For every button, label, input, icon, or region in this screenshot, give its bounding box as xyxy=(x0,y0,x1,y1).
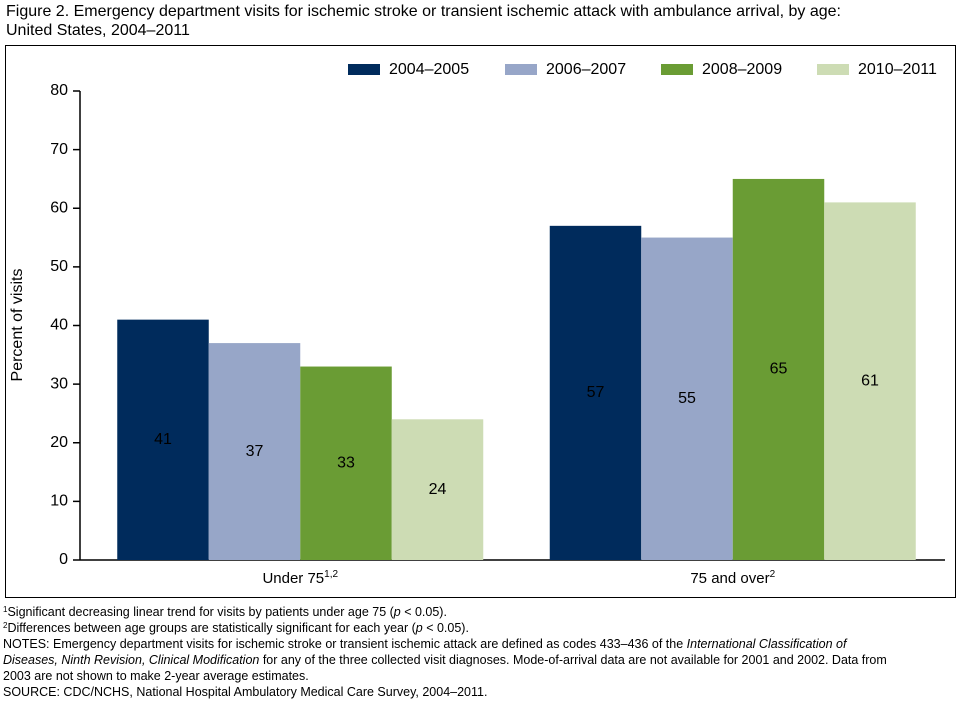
chart-title: Figure 2. Emergency department visits fo… xyxy=(6,3,841,20)
y-tick-label: 80 xyxy=(50,82,68,99)
y-tick-label: 40 xyxy=(50,317,68,334)
value-label: 55 xyxy=(678,390,696,407)
footnote-text: < 0.05). xyxy=(401,605,447,619)
y-tick-label: 20 xyxy=(50,434,68,451)
footnote-text: Significant decreasing linear trend for … xyxy=(7,605,394,619)
y-tick-label: 0 xyxy=(59,551,68,568)
y-tick-label: 10 xyxy=(50,493,68,510)
value-label: 65 xyxy=(770,361,788,378)
footnote-text: p xyxy=(393,605,401,619)
legend-swatch xyxy=(505,64,537,75)
legend-label: 2006–2007 xyxy=(546,61,626,78)
legend-swatch xyxy=(661,64,693,75)
value-label: 37 xyxy=(246,443,264,460)
value-label: 33 xyxy=(337,454,355,471)
x-tick-label: Under 751,2 xyxy=(262,569,338,587)
bar xyxy=(641,237,733,560)
bar xyxy=(117,319,209,560)
legend-swatch xyxy=(348,64,380,75)
note-text: International Classification of xyxy=(687,637,848,651)
note-text: Diseases, Ninth Revision, Clinical Modif… xyxy=(3,653,259,667)
y-tick-label: 70 xyxy=(50,141,68,158)
footnote-text: < 0.05). xyxy=(423,621,469,635)
footnote: 1Significant decreasing linear trend for… xyxy=(3,605,447,619)
value-label: 57 xyxy=(587,384,605,401)
legend-label: 2008–2009 xyxy=(702,61,782,78)
bar xyxy=(208,343,301,560)
bar xyxy=(391,419,484,560)
footnote-mark: 1 xyxy=(3,605,8,614)
category-note: 2 xyxy=(770,569,776,580)
y-tick-label: 30 xyxy=(50,375,68,392)
value-label: 61 xyxy=(861,372,879,389)
note-text: 2003 are not shown to make 2-year averag… xyxy=(3,669,309,683)
chart-frame xyxy=(5,45,956,598)
category-note: 1,2 xyxy=(324,569,338,580)
y-tick-label: 60 xyxy=(50,199,68,216)
bar xyxy=(824,202,916,560)
value-label: 41 xyxy=(154,431,172,448)
note-text: NOTES: Emergency department visits for i… xyxy=(3,637,687,651)
note-line: 2003 are not shown to make 2-year averag… xyxy=(3,669,309,683)
footnote: 2Differences between age groups are stat… xyxy=(3,621,469,635)
legend-label: 2004–2005 xyxy=(389,61,469,78)
note-text: for any of the three collected visit dia… xyxy=(259,653,886,667)
y-axis-label: Percent of visits xyxy=(9,269,26,382)
category-name: 75 and over xyxy=(690,570,769,587)
source: SOURCE: CDC/NCHS, National Hospital Ambu… xyxy=(3,685,487,699)
legend-swatch xyxy=(817,64,849,75)
note-line: Diseases, Ninth Revision, Clinical Modif… xyxy=(3,653,887,667)
bar xyxy=(549,225,642,560)
bar xyxy=(732,178,825,560)
footnote-mark: 2 xyxy=(3,621,8,630)
footnote-text: Differences between age groups are stati… xyxy=(7,621,416,635)
footnote-text: p xyxy=(415,621,423,635)
bar xyxy=(300,366,392,560)
category-name: Under 75 xyxy=(262,570,324,587)
note-line: NOTES: Emergency department visits for i… xyxy=(3,637,848,651)
value-label: 24 xyxy=(429,481,447,498)
x-tick-label: 75 and over2 xyxy=(690,569,775,587)
legend-label: 2010–2011 xyxy=(858,61,937,78)
y-tick-label: 50 xyxy=(50,258,68,275)
chart-title: United States, 2004–2011 xyxy=(6,22,190,39)
